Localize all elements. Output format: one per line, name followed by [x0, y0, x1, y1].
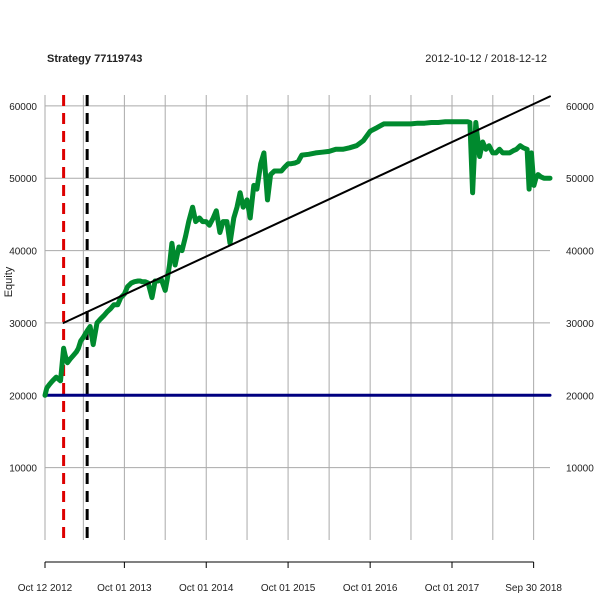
y-tick-label-left: 20000	[9, 391, 37, 402]
y-axis-label: Equity	[3, 266, 15, 297]
y-tick-label-right: 40000	[566, 247, 594, 258]
y-tick-label-left: 10000	[9, 464, 37, 475]
y-tick-label-right: 20000	[566, 391, 594, 402]
equity-series-line	[42, 119, 553, 398]
grid	[44, 95, 550, 540]
chart-title: Strategy 77119743	[47, 53, 142, 65]
x-tick-label: Oct 12 2012	[18, 583, 73, 594]
y-tick-label-right: 60000	[566, 102, 594, 113]
x-tick-label: Oct 01 2015	[261, 583, 316, 594]
axes: 10000 10000 20000 20000 30000 30000 40000 40000…	[9, 102, 594, 594]
trend-series-line	[62, 95, 551, 324]
series-lines	[42, 95, 553, 540]
x-tick-label: Oct 01 2016	[343, 583, 398, 594]
y-tick-label-left: 60000	[9, 102, 37, 113]
y-tick-label-left: 30000	[9, 319, 37, 330]
y-tick-label-left: 50000	[9, 174, 37, 185]
x-tick-label: Oct 01 2017	[425, 583, 480, 594]
y-tick-label-right: 50000	[566, 174, 594, 185]
x-tick-label: Oct 01 2013	[97, 583, 152, 594]
y-tick-label-left: 40000	[9, 247, 37, 258]
y-tick-label-right: 30000	[566, 319, 594, 330]
y-tick-label-right: 10000	[566, 464, 594, 475]
x-tick-label: Sep 30 2018	[505, 583, 562, 594]
date-range-label: 2012-10-12 / 2018-12-12	[425, 53, 547, 65]
x-tick-label: Oct 01 2014	[179, 583, 234, 594]
